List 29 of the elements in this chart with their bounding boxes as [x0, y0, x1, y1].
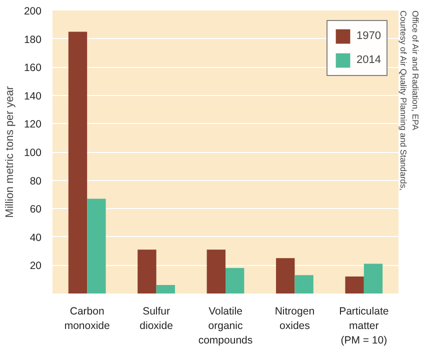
bar [345, 276, 364, 294]
y-tick-label: 160 [24, 62, 42, 74]
bar [276, 258, 295, 294]
y-tick-label: 60 [30, 204, 42, 216]
bar [294, 275, 314, 294]
y-tick-label: 20 [30, 260, 42, 272]
bar [226, 268, 244, 294]
x-tick-label: Carbon monoxide [64, 306, 110, 332]
y-axis-title: Million metric tons per year [4, 86, 16, 218]
y-tick-label: 40 [30, 232, 42, 244]
bar [87, 198, 106, 294]
y-tick-label: 80 [30, 175, 42, 188]
x-tick-label: Particulate matter (PM = 10) [339, 306, 389, 346]
bar [156, 285, 175, 294]
legend-label: 1970 [356, 30, 381, 42]
bar [138, 250, 156, 294]
x-tick-label: Sulfur dioxide [140, 306, 174, 332]
y-tick-label: 180 [24, 34, 42, 46]
x-tick-label: Volatile organic compounds [198, 306, 253, 346]
annotation: Courtesy of Air Quality Planning and Standards, Office of Air and Radiation, EPA [398, 10, 420, 191]
x-tick-label: Nitrogen oxides [274, 306, 315, 332]
bar [68, 32, 88, 294]
y-tick-label: 100 [24, 147, 42, 159]
y-tick-label: 140 [24, 90, 42, 102]
y-tick-label: 120 [24, 118, 42, 131]
y-tick-label: 200 [24, 6, 42, 18]
legend-label: 2014 [356, 54, 381, 66]
bar [206, 250, 226, 294]
bar [364, 264, 383, 294]
